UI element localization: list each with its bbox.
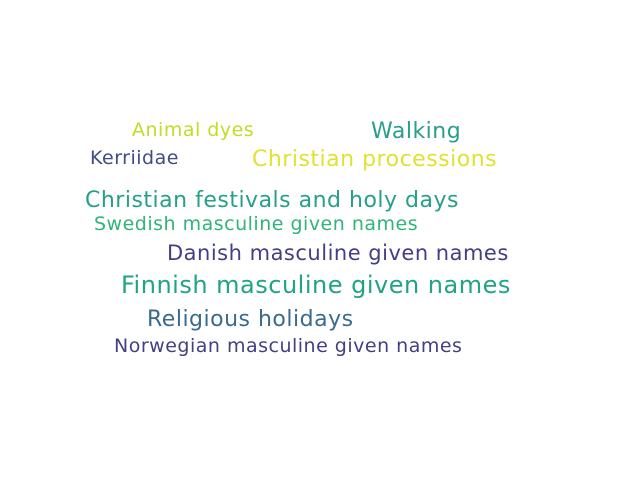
word-religious-holidays: Religious holidays <box>147 307 354 332</box>
word-norwegian-names: Norwegian masculine given names <box>114 335 463 357</box>
word-christian-festivals: Christian festivals and holy days <box>85 188 459 213</box>
word-kerriidae: Kerriidae <box>90 147 179 169</box>
word-danish-names: Danish masculine given names <box>167 241 509 265</box>
word-christian-processions: Christian processions <box>252 147 498 172</box>
word-animal-dyes: Animal dyes <box>132 119 255 141</box>
word-swedish-names: Swedish masculine given names <box>94 213 419 235</box>
word-walking: Walking <box>371 119 462 144</box>
word-finnish-names: Finnish masculine given names <box>121 271 511 299</box>
